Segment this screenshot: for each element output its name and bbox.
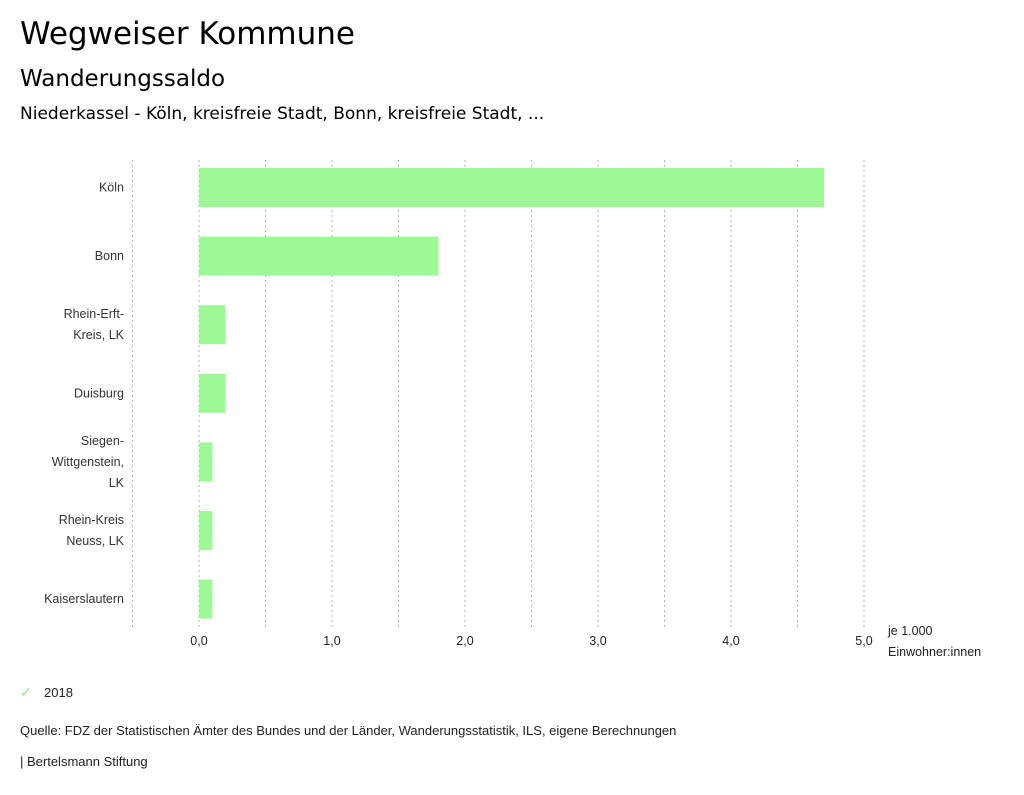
category-label: Köln [99,181,124,195]
x-tick-label: 1,0 [323,634,340,648]
category-label: Kaiserslautern [44,592,124,606]
bar[interactable] [199,236,439,276]
check-icon[interactable]: ✓ [20,684,32,700]
category-label: Rhein-Erft- [64,307,124,321]
x-tick-labels: 0,0 1,0 2,0 3,0 4,0 5,0 [190,634,872,648]
x-axis-unit-label: je 1.000 Einwohner:innen [887,624,981,659]
category-label: Wittgenstein, [52,455,124,469]
category-label: Rhein-Kreis [59,513,124,527]
x-tick-label: 4,0 [722,634,739,648]
legend-label-2018: 2018 [44,685,73,700]
x-tick-label: 5,0 [855,634,872,648]
bar[interactable] [199,168,825,207]
bars [199,168,825,619]
category-label: Neuss, LK [66,534,124,548]
category-label: Kreis, LK [73,328,124,342]
brand-credit: | Bertelsmann Stiftung [20,754,148,769]
category-label: Bonn [95,249,124,263]
gridlines [132,160,865,628]
bar[interactable] [199,511,213,550]
source-note: Quelle: FDZ der Statistischen Ämter des … [20,723,677,738]
region-selection: Niederkassel - Köln, kreisfreie Stadt, B… [20,104,545,124]
page-title: Wegweiser Kommune [20,16,355,52]
category-label: Duisburg [74,386,124,400]
bar[interactable] [199,373,226,413]
x-axis-label: Einwohner:innen [888,645,981,659]
bar[interactable] [199,305,226,345]
x-tick-label: 2,0 [456,634,473,648]
x-tick-label: 3,0 [589,634,606,648]
category-label: LK [109,476,125,490]
bar[interactable] [199,442,213,482]
x-axis-label: je 1.000 [887,624,933,638]
category-label: Siegen- [81,434,124,448]
x-tick-label: 0,0 [190,634,207,648]
chart-subtitle: Wanderungssaldo [20,66,226,92]
category-labels: Köln Bonn Rhein-Erft- Kreis, LK Duisburg Sieg… [44,181,125,607]
bar[interactable] [199,579,213,619]
legend[interactable]: ✓ 2018 [20,684,73,701]
